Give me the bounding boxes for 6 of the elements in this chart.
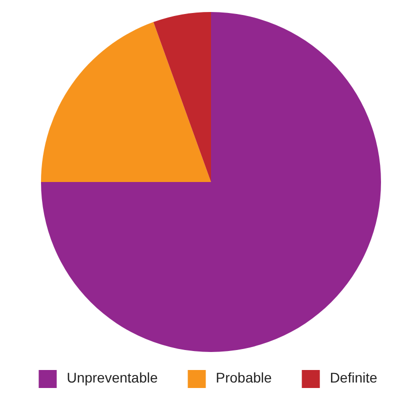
legend-label: Definite	[330, 370, 378, 386]
legend-label: Probable	[216, 370, 272, 386]
pie-slice	[41, 12, 381, 352]
pie-slice	[41, 22, 211, 182]
legend-label: Unpreventable	[66, 370, 158, 386]
pie-slice	[153, 12, 211, 182]
